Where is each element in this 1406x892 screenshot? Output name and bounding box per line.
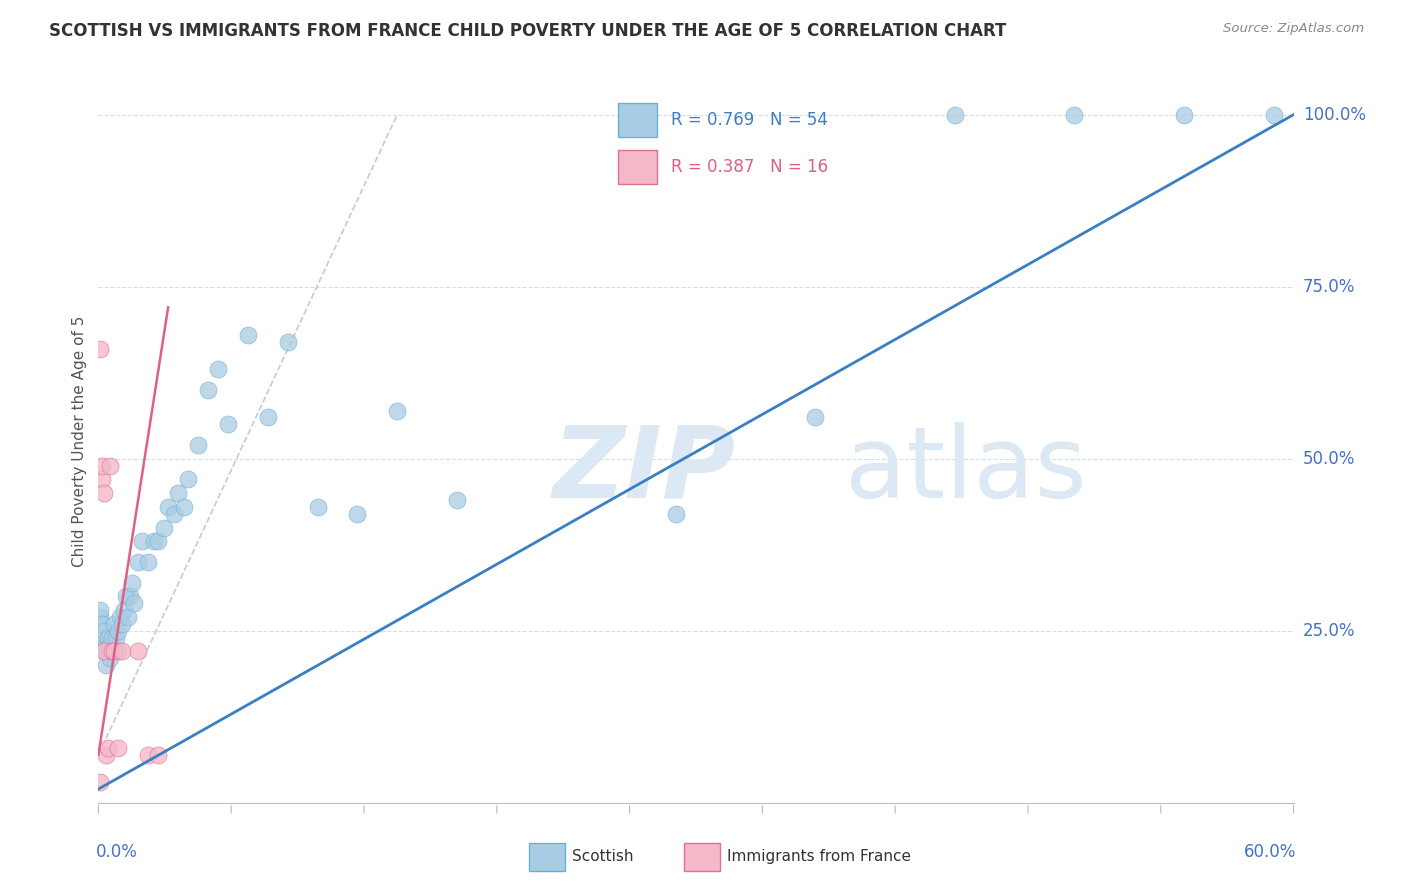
Point: [136, 555, 159, 569]
Point: [112, 603, 135, 617]
Point: [277, 334, 299, 349]
Point: [91, 616, 114, 631]
Point: [96, 658, 118, 673]
Point: [177, 472, 200, 486]
Point: [98, 651, 122, 665]
Point: [89, 610, 111, 624]
FancyBboxPatch shape: [529, 843, 565, 871]
Point: [127, 644, 149, 658]
Point: [446, 493, 468, 508]
Point: [207, 362, 229, 376]
Point: [943, 108, 966, 122]
Text: 60.0%: 60.0%: [1243, 843, 1296, 861]
Point: [127, 555, 149, 569]
Point: [136, 747, 159, 762]
Point: [107, 644, 129, 658]
Point: [804, 410, 827, 425]
Point: [111, 644, 134, 658]
Point: [93, 644, 115, 658]
Point: [167, 486, 190, 500]
Point: [157, 500, 180, 514]
Point: [173, 500, 195, 514]
FancyBboxPatch shape: [619, 150, 657, 185]
Text: R = 0.769   N = 54: R = 0.769 N = 54: [671, 111, 828, 129]
Point: [131, 534, 153, 549]
Text: atlas: atlas: [845, 422, 1087, 519]
Point: [107, 624, 129, 638]
Point: [96, 747, 118, 762]
Point: [153, 520, 176, 534]
Point: [256, 410, 278, 425]
Point: [385, 403, 409, 417]
Point: [97, 631, 120, 645]
Text: 0.0%: 0.0%: [96, 843, 138, 861]
Text: 100.0%: 100.0%: [1303, 105, 1367, 124]
Point: [105, 631, 128, 645]
Point: [124, 596, 146, 610]
Text: R = 0.387   N = 16: R = 0.387 N = 16: [671, 158, 828, 176]
Point: [89, 342, 111, 356]
Point: [1063, 108, 1085, 122]
Point: [96, 638, 118, 652]
FancyBboxPatch shape: [619, 103, 657, 137]
Point: [197, 383, 219, 397]
Point: [1263, 108, 1285, 122]
Text: ZIP: ZIP: [553, 422, 735, 519]
Text: Immigrants from France: Immigrants from France: [727, 849, 911, 864]
Point: [120, 590, 142, 604]
Point: [97, 740, 120, 755]
Point: [93, 644, 115, 658]
Point: [91, 472, 114, 486]
Point: [111, 616, 134, 631]
Point: [93, 624, 115, 638]
Point: [110, 610, 132, 624]
Point: [107, 740, 129, 755]
Text: Scottish: Scottish: [572, 849, 633, 864]
Point: [101, 644, 124, 658]
Point: [98, 638, 122, 652]
Point: [93, 486, 115, 500]
Text: Source: ZipAtlas.com: Source: ZipAtlas.com: [1223, 22, 1364, 36]
Text: SCOTTISH VS IMMIGRANTS FROM FRANCE CHILD POVERTY UNDER THE AGE OF 5 CORRELATION : SCOTTISH VS IMMIGRANTS FROM FRANCE CHILD…: [49, 22, 1007, 40]
Point: [187, 438, 209, 452]
Point: [1173, 108, 1195, 122]
Point: [91, 458, 114, 473]
Point: [148, 747, 170, 762]
Point: [217, 417, 239, 432]
Y-axis label: Child Poverty Under the Age of 5: Child Poverty Under the Age of 5: [72, 316, 87, 567]
Text: 75.0%: 75.0%: [1303, 277, 1355, 296]
Point: [101, 644, 124, 658]
FancyBboxPatch shape: [685, 843, 720, 871]
Point: [103, 616, 125, 631]
Point: [163, 507, 186, 521]
Point: [148, 534, 170, 549]
Point: [115, 590, 138, 604]
Point: [98, 458, 122, 473]
Point: [89, 775, 111, 789]
Point: [665, 507, 688, 521]
Text: 25.0%: 25.0%: [1303, 622, 1355, 640]
Point: [97, 644, 120, 658]
Point: [117, 610, 139, 624]
Point: [101, 631, 124, 645]
Point: [121, 575, 143, 590]
Point: [346, 507, 368, 521]
Text: 50.0%: 50.0%: [1303, 450, 1355, 467]
Point: [103, 644, 125, 658]
Point: [89, 603, 111, 617]
Point: [307, 500, 329, 514]
Point: [236, 327, 259, 342]
Point: [143, 534, 166, 549]
Point: [91, 631, 114, 645]
